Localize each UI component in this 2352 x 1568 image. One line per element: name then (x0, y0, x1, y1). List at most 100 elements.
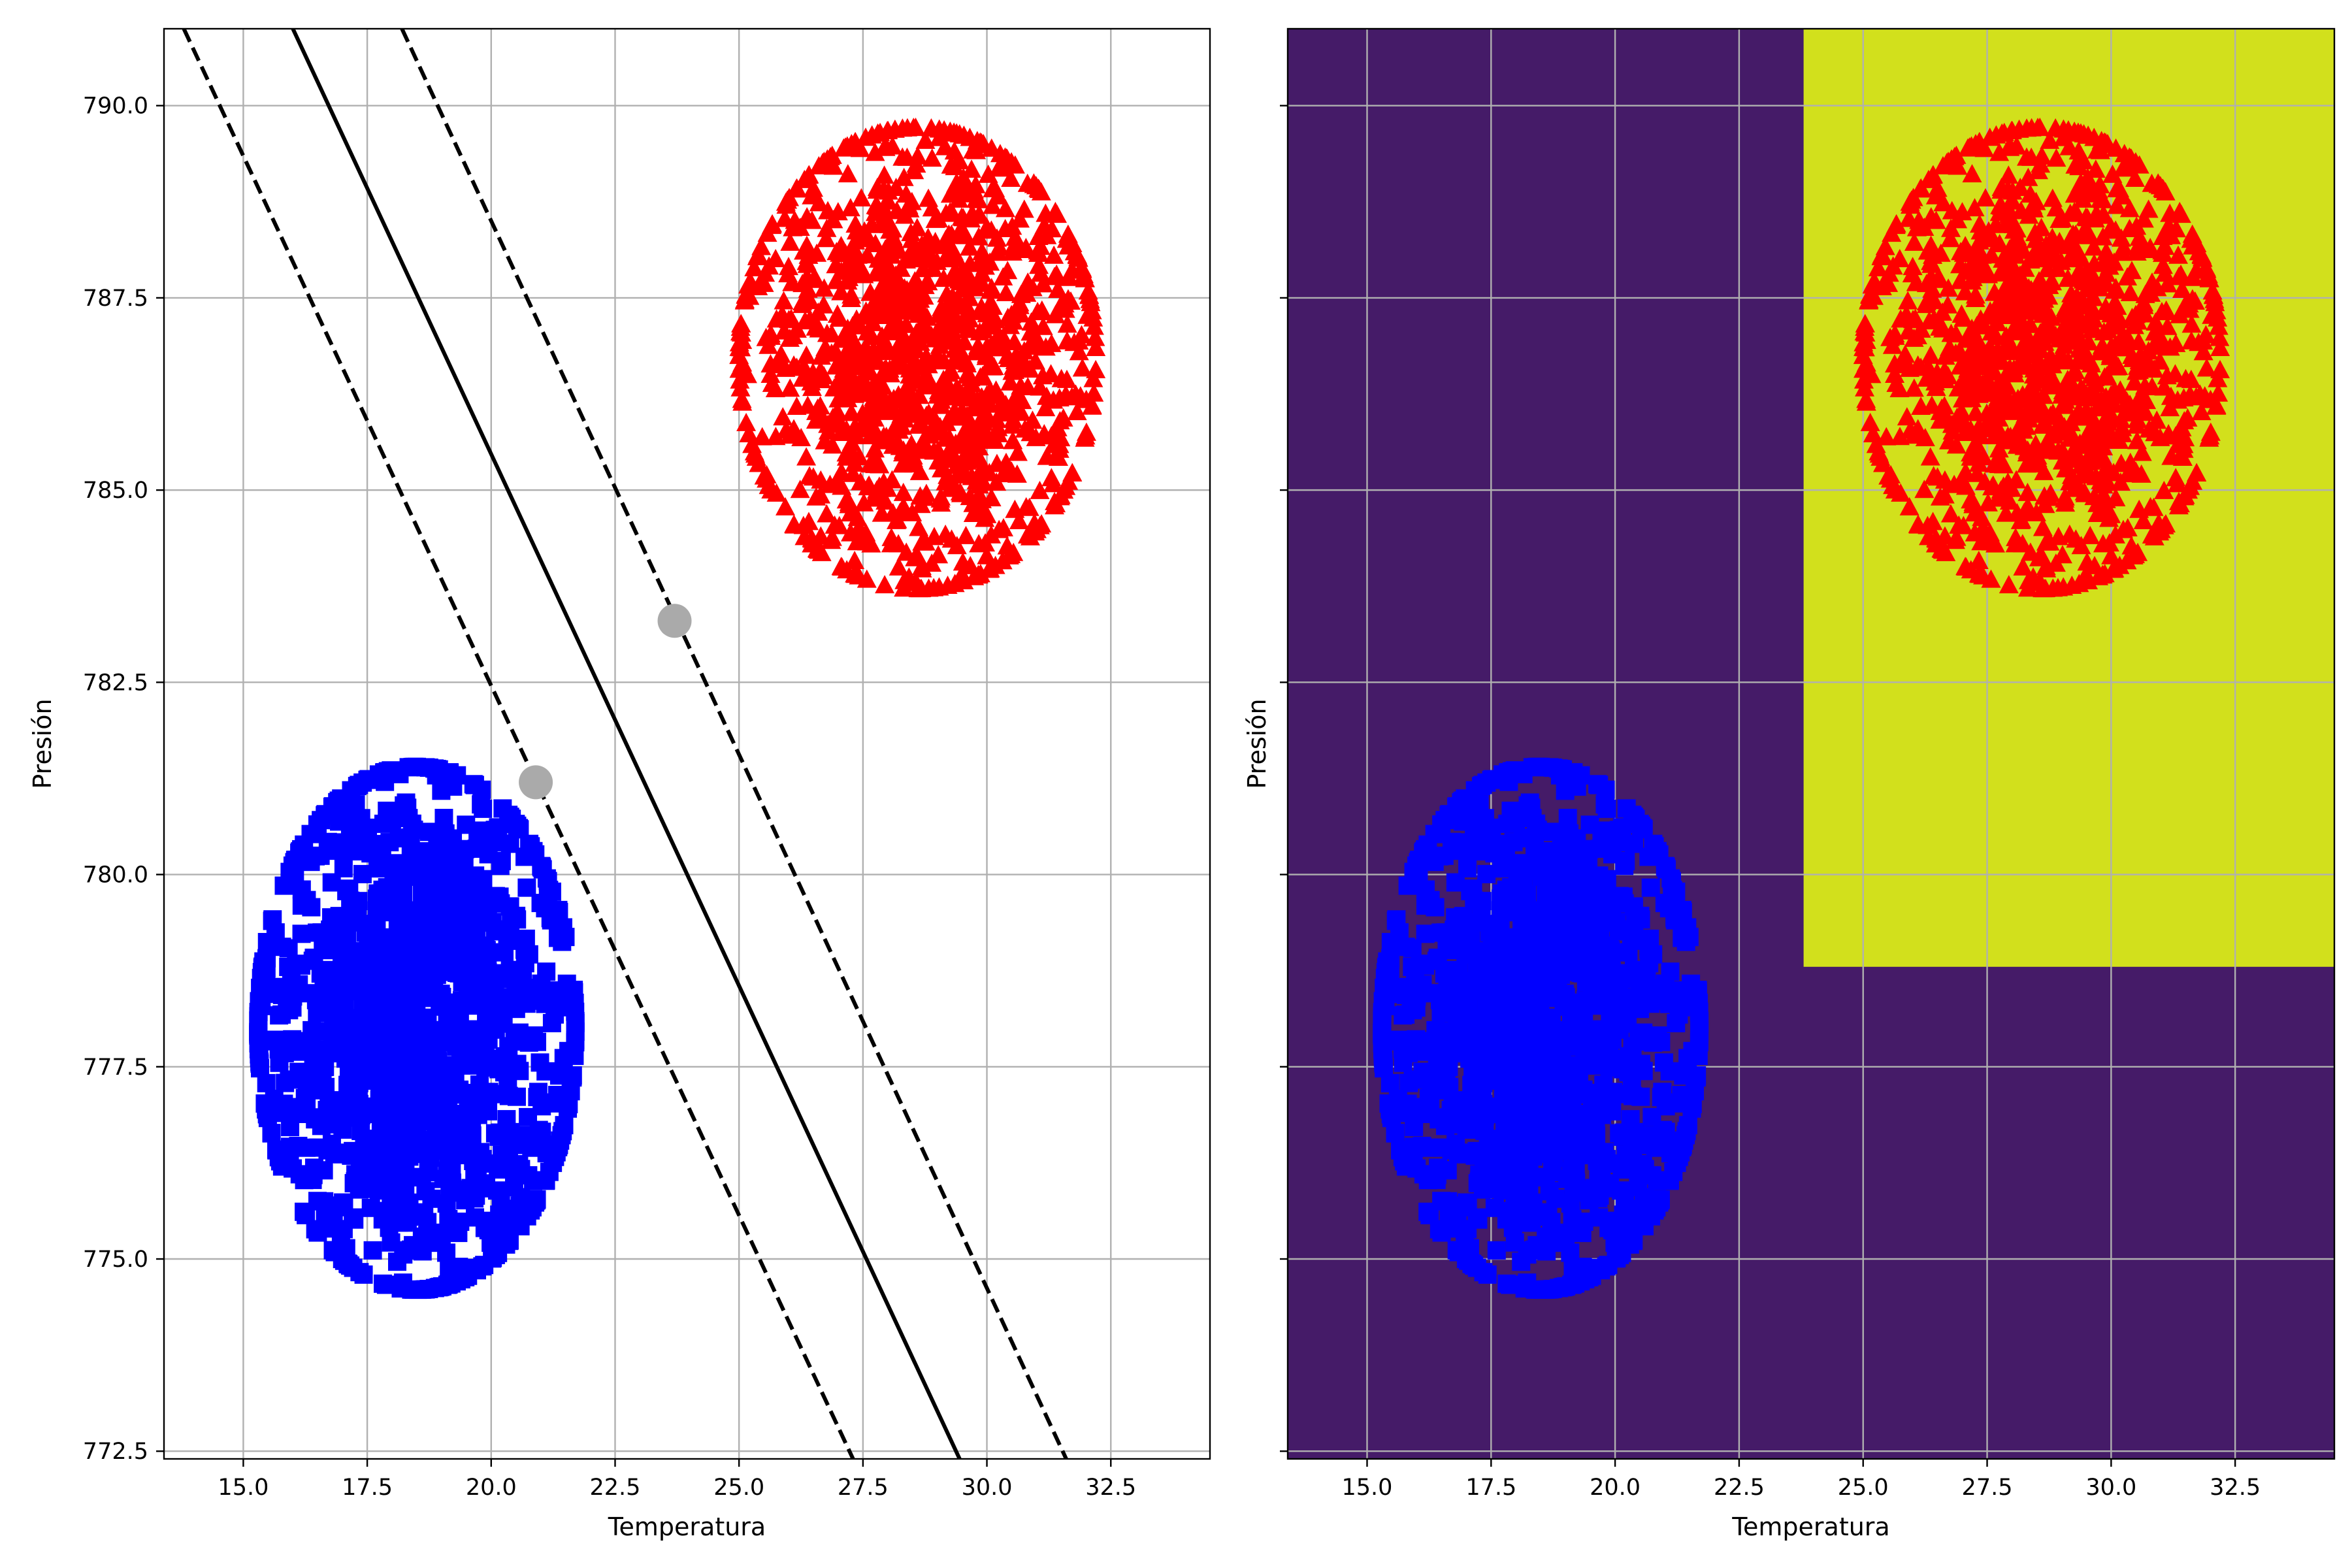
point-square (1485, 844, 1504, 863)
y-tick-label: 775.0 (83, 1247, 148, 1273)
point-square (315, 1192, 334, 1211)
point-triangle (823, 210, 843, 229)
point-triangle (730, 317, 751, 336)
point-triangle (887, 311, 907, 330)
point-square (340, 879, 359, 898)
point-triangle (996, 148, 1017, 167)
point-triangle (944, 141, 964, 160)
point-triangle (875, 575, 895, 594)
point-triangle (838, 164, 858, 183)
point-triangle (894, 578, 914, 597)
point-square (452, 991, 471, 1010)
point-square (1410, 1100, 1429, 1119)
point-square (1639, 847, 1658, 866)
point-square (1373, 1003, 1392, 1022)
point-triangle (736, 412, 757, 431)
point-triangle (890, 436, 910, 455)
point-triangle (1044, 245, 1064, 264)
subplot-2: 15.0 17.5 20.0 22.5 25.0 27.5 30.0 32.5Temperat… (1243, 27, 2336, 1541)
point-triangle (841, 375, 861, 394)
point-square (1633, 1154, 1652, 1173)
point-triangle (865, 439, 885, 458)
x-tick-label: 25.0 (713, 1475, 764, 1501)
x-tick-label: 22.5 (590, 1475, 641, 1501)
point-square (1469, 1210, 1488, 1229)
point-triangle (949, 151, 970, 170)
point-triangle (898, 373, 919, 392)
point-triangle (847, 350, 867, 368)
point-triangle (879, 214, 900, 233)
point-triangle (978, 164, 998, 183)
point-triangle (2145, 322, 2165, 341)
point-triangle (895, 409, 915, 428)
point-triangle (828, 371, 849, 390)
point-triangle (917, 319, 937, 338)
point-triangle (732, 392, 753, 411)
point-square (292, 924, 311, 943)
point-square (1414, 850, 1433, 869)
point-triangle (858, 229, 879, 248)
point-triangle (796, 447, 817, 466)
point-square (1539, 1280, 1558, 1299)
y-tick-label: 777.5 (83, 1054, 148, 1081)
point-triangle (1898, 291, 1918, 310)
point-square (1454, 812, 1473, 831)
point-square (1561, 1056, 1580, 1075)
point-square (367, 1141, 386, 1160)
point-square (1505, 854, 1524, 873)
point-triangle (849, 447, 870, 466)
point-square (405, 757, 424, 776)
point-triangle (915, 368, 935, 387)
point-square (1504, 1102, 1523, 1120)
point-triangle (956, 465, 976, 484)
point-triangle (924, 578, 944, 596)
point-triangle (887, 283, 907, 302)
point-square (1601, 1174, 1620, 1193)
point-triangle (954, 446, 974, 465)
point-triangle (992, 551, 1013, 570)
point-square (363, 1059, 382, 1078)
point-square (1538, 940, 1557, 959)
point-square (1573, 1224, 1592, 1243)
point-triangle (1083, 368, 1103, 387)
point-triangle (2099, 508, 2119, 527)
point-triangle (874, 390, 894, 409)
point-square (436, 933, 455, 952)
point-square (1537, 1227, 1556, 1246)
point-triangle (742, 434, 762, 453)
point-square (397, 951, 416, 970)
point-triangle (776, 497, 796, 515)
point-triangle (975, 256, 995, 275)
point-triangle (947, 455, 967, 474)
x-tick-label: 25.0 (1838, 1475, 1889, 1501)
point-triangle (841, 402, 862, 421)
point-square (250, 1053, 269, 1071)
point-square (1576, 877, 1595, 896)
point-triangle (809, 319, 829, 338)
point-triangle (1051, 485, 1071, 504)
point-triangle (740, 271, 760, 290)
point-triangle (907, 146, 928, 165)
point-triangle (1000, 372, 1021, 391)
point-square (267, 1141, 286, 1160)
point-square (380, 959, 399, 978)
point-square (1454, 1039, 1473, 1058)
point-triangle (963, 504, 983, 523)
subplot-1: 15.0 17.5 20.0 22.5 25.0 27.5 30.0 32.5772.5775… (28, 27, 1211, 1541)
point-triangle (854, 493, 874, 512)
point-square (1524, 1130, 1543, 1149)
point-triangle (1076, 422, 1096, 441)
point-square (1567, 829, 1586, 848)
point-triangle (1007, 464, 1027, 483)
point-square (1396, 938, 1415, 956)
point-triangle (829, 308, 849, 327)
point-triangle (1010, 209, 1030, 228)
x-tick-label: 30.0 (962, 1475, 1013, 1501)
point-triangle (836, 447, 857, 466)
point-triangle (2040, 130, 2060, 149)
point-triangle (813, 295, 834, 314)
point-square (1542, 871, 1561, 890)
point-square (1690, 1030, 1708, 1049)
point-triangle (790, 480, 810, 498)
point-triangle (969, 475, 989, 494)
